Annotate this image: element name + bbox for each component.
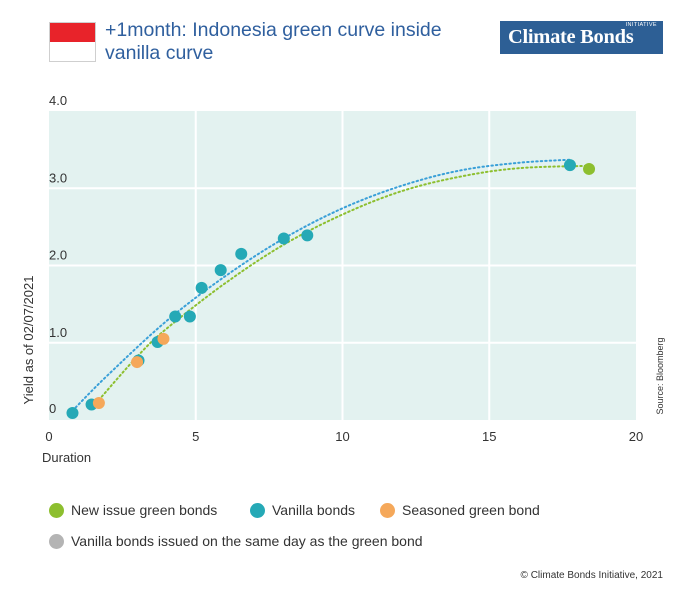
y-tick-label: 4.0 [49, 93, 67, 108]
y-tick-label: 1.0 [49, 325, 67, 340]
flag-white-band [50, 42, 95, 61]
x-tick-label: 15 [482, 429, 496, 444]
climate-bonds-logo: INITIATIVE Climate Bonds [500, 21, 663, 54]
x-tick-label: 0 [45, 429, 52, 444]
legend-item-vanilla: Vanilla bonds [250, 502, 355, 518]
vanilla-bond-point [183, 310, 196, 323]
vanilla-trendline [71, 158, 571, 412]
vanilla-bond-point [563, 159, 576, 172]
legend-label: Vanilla bonds [272, 502, 356, 518]
vanilla-bond-point [195, 281, 208, 294]
new-issue-green-point [583, 162, 596, 175]
legend-item-new-issue-green: New issue green bonds [49, 502, 217, 518]
seasoned-green-point [92, 397, 105, 410]
copyright-notice: © Climate Bonds Initiative, 2021 [520, 570, 663, 581]
legend-marker-grey-icon [49, 533, 64, 549]
legend-label: Seasoned green bond [402, 502, 540, 518]
source-label: Source: Bloomberg [655, 337, 665, 414]
legend-item-seasoned-green: Seasoned green bond [380, 502, 540, 518]
x-tick-label: 5 [192, 429, 199, 444]
vanilla-bond-point [169, 310, 182, 323]
legend-label: New issue green bonds [71, 502, 218, 518]
y-tick-label: 2.0 [49, 248, 67, 263]
x-tick-label: 10 [335, 429, 349, 444]
seasoned-green-point [157, 332, 170, 345]
chart-title: +1month: Indonesia green curve inside va… [105, 19, 442, 64]
vanilla-bond-point [214, 264, 227, 277]
legend-label: Vanilla bonds issued on the same day as … [71, 533, 423, 549]
vanilla-bond-point [301, 229, 314, 242]
vanilla-bond-point [66, 407, 79, 420]
legend-marker-teal-icon [250, 502, 265, 518]
vanilla-bond-point [277, 232, 290, 245]
x-axis-label: Duration [42, 450, 91, 465]
y-tick-label: 3.0 [49, 170, 67, 185]
legend-marker-orange-icon [380, 502, 395, 518]
legend-item-same-day-vanilla: Vanilla bonds issued on the same day as … [49, 533, 423, 549]
y-axis-label: Yield as of 02/07/2021 [21, 276, 36, 405]
logo-subtext: INITIATIVE [625, 22, 657, 28]
y-tick-label: 0 [49, 401, 56, 416]
flag-red-band [50, 23, 95, 42]
logo-text: Climate Bonds [508, 26, 634, 48]
x-tick-label: 20 [629, 429, 643, 444]
indonesia-flag-icon [49, 22, 96, 62]
seasoned-green-point [131, 356, 144, 369]
vanilla-bond-point [235, 247, 248, 260]
legend-marker-green-icon [49, 502, 64, 518]
